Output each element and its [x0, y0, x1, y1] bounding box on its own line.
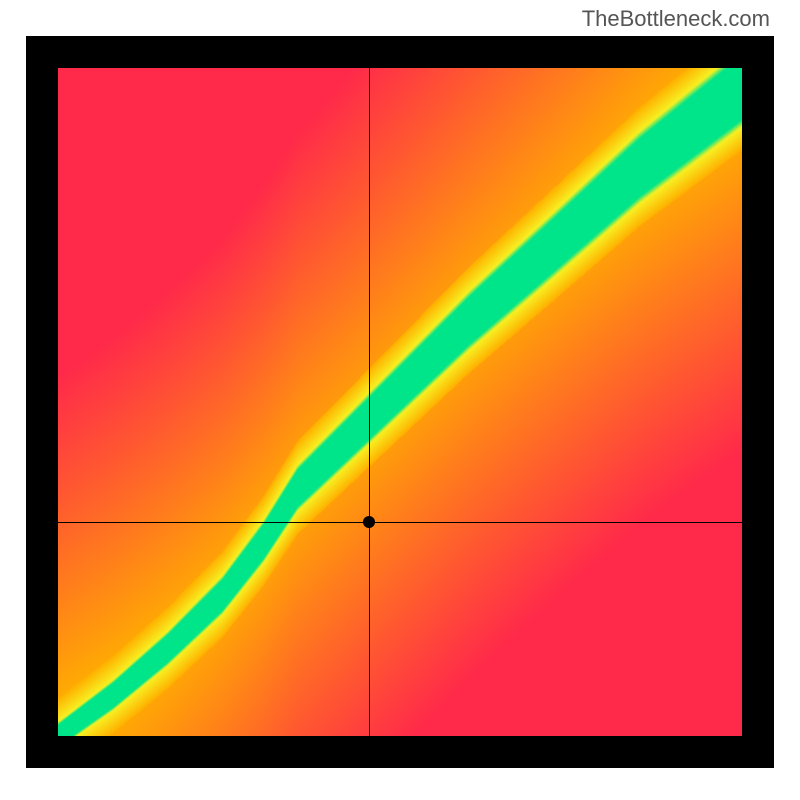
crosshair-marker	[363, 516, 375, 528]
heatmap-canvas	[58, 68, 742, 736]
crosshair-vertical	[369, 68, 370, 736]
chart-container: TheBottleneck.com	[0, 0, 800, 800]
crosshair-horizontal	[58, 522, 742, 523]
watermark-text: TheBottleneck.com	[582, 6, 770, 32]
chart-frame	[26, 36, 774, 768]
